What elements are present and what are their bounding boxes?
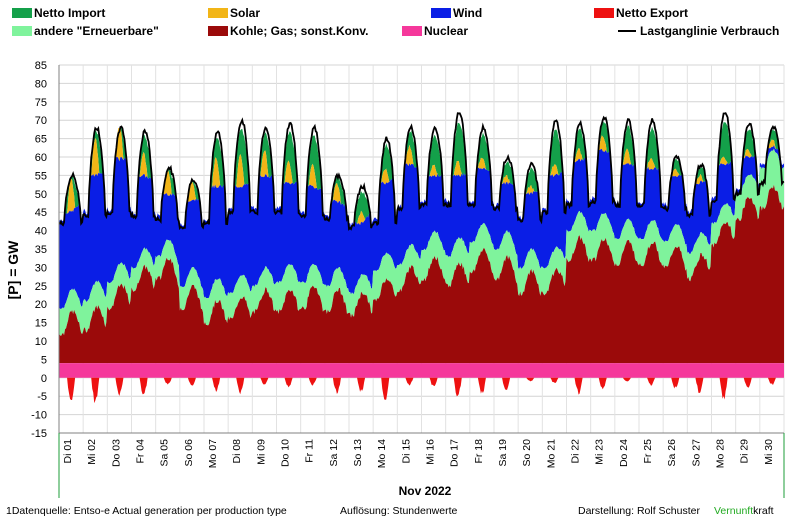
x-tick-label: Fr 25 bbox=[642, 439, 654, 464]
x-tick-label: Do 10 bbox=[280, 439, 292, 467]
legend-label: Lastganglinie Verbrauch bbox=[640, 24, 779, 38]
legend-label: Solar bbox=[230, 6, 260, 20]
x-tick-label: Sa 19 bbox=[497, 439, 509, 467]
y-tick-label: 15 bbox=[35, 318, 47, 330]
y-tick-label: 10 bbox=[35, 336, 47, 348]
x-tick-label: Do 24 bbox=[618, 439, 630, 467]
legend-label: Wind bbox=[453, 6, 482, 20]
area-netto-export bbox=[59, 377, 784, 404]
legend-label: Netto Import bbox=[34, 6, 105, 20]
x-tick-label: Do 17 bbox=[449, 439, 461, 467]
y-tick-label: 65 bbox=[35, 134, 47, 146]
footer-resolution: Auflösung: Stundenwerte bbox=[340, 505, 457, 517]
y-tick-label: 55 bbox=[35, 170, 47, 182]
y-tick-labels: -15 -10 -5 0 5 10 15 20 25 30 35 40 45 50 55 60 65 70 75 80… bbox=[31, 60, 47, 440]
y-tick-label: 75 bbox=[35, 97, 47, 109]
area-wind bbox=[59, 145, 784, 310]
x-tick-label: Mi 16 bbox=[425, 439, 437, 465]
x-tick-label: Mo 07 bbox=[207, 439, 219, 468]
y-axis-title: [P] = GW bbox=[5, 240, 21, 300]
y-tick-label: 80 bbox=[35, 78, 47, 90]
legend-swatch bbox=[208, 8, 228, 18]
footer-brand: Vernunftkraft bbox=[714, 505, 774, 517]
x-tick-label: Sa 26 bbox=[666, 439, 678, 467]
y-tick-label: 35 bbox=[35, 244, 47, 256]
y-tick-label: 0 bbox=[41, 373, 47, 385]
y-tick-label: 50 bbox=[35, 189, 47, 201]
x-tick-label: Sa 05 bbox=[159, 439, 171, 467]
legend-label: andere "Erneuerbare" bbox=[34, 24, 159, 38]
x-tick-label: So 13 bbox=[352, 439, 364, 467]
legend-label: Nuclear bbox=[424, 24, 468, 38]
legend-label: Kohle; Gas; sonst.Konv. bbox=[230, 24, 368, 38]
x-tick-label: So 06 bbox=[183, 439, 195, 467]
legend-swatch bbox=[594, 8, 614, 18]
x-tick-label: Mi 02 bbox=[86, 439, 98, 465]
footer-brand-green: Vernunft bbox=[714, 505, 753, 517]
legend-swatch bbox=[208, 26, 228, 36]
y-tick-label: 70 bbox=[35, 115, 47, 127]
footer-author: Darstellung: Rolf Schuster bbox=[578, 505, 700, 517]
area-andere-erneuerbare bbox=[59, 148, 784, 337]
y-tick-label: 45 bbox=[35, 207, 47, 219]
x-tick-label: Do 03 bbox=[110, 439, 122, 467]
x-tick-label: So 27 bbox=[690, 439, 702, 467]
y-tick-label: 30 bbox=[35, 262, 47, 274]
footer-brand-rest: kraft bbox=[753, 505, 774, 517]
x-tick-label: Di 29 bbox=[739, 439, 751, 464]
x-tick-label: Di 08 bbox=[231, 439, 243, 464]
y-tick-label: -10 bbox=[31, 410, 47, 422]
x-tick-label: Di 01 bbox=[62, 439, 74, 464]
line-lastganglinie-verbrauch bbox=[58, 112, 785, 231]
x-tick-label: Fr 04 bbox=[135, 439, 147, 464]
stacked-areas bbox=[59, 121, 784, 404]
x-tick-label: Fr 11 bbox=[304, 439, 316, 463]
legend-swatch bbox=[431, 8, 451, 18]
x-tick-label: Mi 30 bbox=[763, 439, 775, 465]
y-tick-label: -5 bbox=[37, 391, 47, 403]
legend-swatch bbox=[12, 26, 32, 36]
legend-swatch bbox=[402, 26, 422, 36]
area-kohle-gas bbox=[59, 184, 784, 364]
area-nuclear bbox=[59, 363, 784, 378]
x-tick-label: Mo 21 bbox=[545, 439, 557, 468]
y-tick-label: 20 bbox=[35, 299, 47, 311]
legend-label: Netto Export bbox=[616, 6, 688, 20]
x-tick-label: Fr 18 bbox=[473, 439, 485, 464]
x-tick-label: Mi 09 bbox=[255, 439, 267, 465]
legend: Netto Import Solar Wind Netto Export andere … bbox=[12, 6, 779, 38]
x-axis-title: Nov 2022 bbox=[399, 484, 452, 498]
footer-source: 1Datenquelle: Entso-e Actual generation … bbox=[6, 505, 287, 517]
x-tick-label: So 20 bbox=[521, 439, 533, 467]
x-tick-labels: Di 01 Mi 02 Do 03 Fr 04 Sa 05 So 06 Mo 07 Di 08… bbox=[62, 439, 775, 468]
y-tick-label: 5 bbox=[41, 354, 47, 366]
y-tick-label: 40 bbox=[35, 226, 47, 238]
y-tick-label: 85 bbox=[35, 60, 47, 72]
y-tick-label: 25 bbox=[35, 281, 47, 293]
legend-swatch bbox=[12, 8, 32, 18]
x-tick-label: Mo 14 bbox=[376, 439, 388, 468]
axes bbox=[58, 65, 785, 498]
y-tick-label: -15 bbox=[31, 428, 47, 440]
x-tick-label: Sa 12 bbox=[328, 439, 340, 467]
consumption-line-layer bbox=[58, 112, 785, 231]
x-tick-label: Mo 28 bbox=[715, 439, 727, 468]
area-netto-import bbox=[59, 121, 784, 227]
x-tick-label: Mi 23 bbox=[594, 439, 606, 465]
y-tick-label: 60 bbox=[35, 152, 47, 164]
x-tick-label: Di 22 bbox=[570, 439, 582, 464]
x-tick-label: Di 15 bbox=[400, 439, 412, 464]
